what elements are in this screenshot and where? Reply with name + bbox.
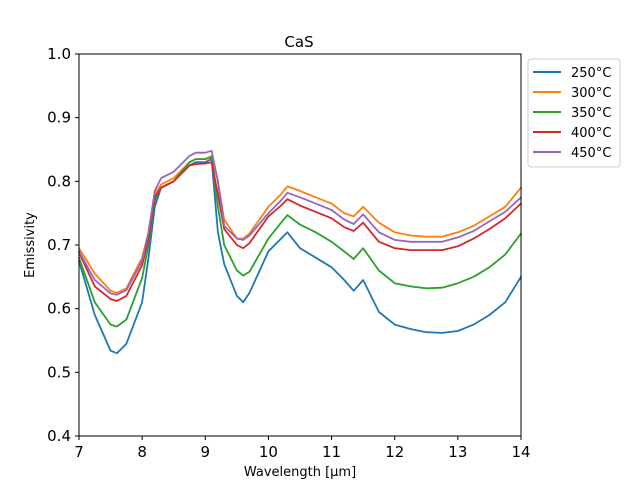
x-tick-label: 7: [74, 443, 84, 461]
legend-label: 250°C: [571, 66, 611, 81]
y-tick-label: 0.7: [47, 236, 71, 254]
y-tick-label: 0.9: [47, 109, 71, 127]
legend-label: 350°C: [571, 106, 611, 121]
legend-label: 450°C: [571, 146, 611, 161]
legend-box: [527, 58, 621, 168]
x-tick-label: 14: [511, 443, 530, 461]
y-tick-label: 0.4: [47, 427, 71, 445]
x-tick-label: 8: [137, 443, 147, 461]
legend: 250°C 300°C 350°C 400°C 450°C: [527, 58, 621, 168]
legend-label: 400°C: [571, 126, 611, 141]
series-line-450C: [78, 149, 522, 296]
x-tick-label: 11: [322, 443, 341, 461]
legend-label: 300°C: [571, 86, 611, 101]
series-line-400C: [78, 161, 522, 302]
y-axis-label: Emissivity: [23, 212, 38, 278]
chart-title: CaS: [284, 33, 313, 51]
y-tick-label: 0.8: [47, 172, 71, 190]
x-axis-label: Wavelength [μm]: [244, 465, 356, 480]
y-axis: 0.4 0.5 0.6 0.7 0.8 0.9 1.0: [47, 45, 79, 445]
x-axis: 7 8 9 10 11 12 13 14: [74, 436, 531, 461]
x-tick-label: 10: [259, 443, 278, 461]
series-line-250C: [78, 158, 522, 355]
series-layer: [78, 149, 522, 355]
y-tick-label: 0.5: [47, 363, 71, 381]
y-tick-label: 0.6: [47, 300, 71, 318]
x-tick-label: 9: [201, 443, 211, 461]
x-tick-label: 13: [448, 443, 467, 461]
x-tick-label: 12: [385, 443, 404, 461]
y-tick-label: 1.0: [47, 45, 71, 63]
